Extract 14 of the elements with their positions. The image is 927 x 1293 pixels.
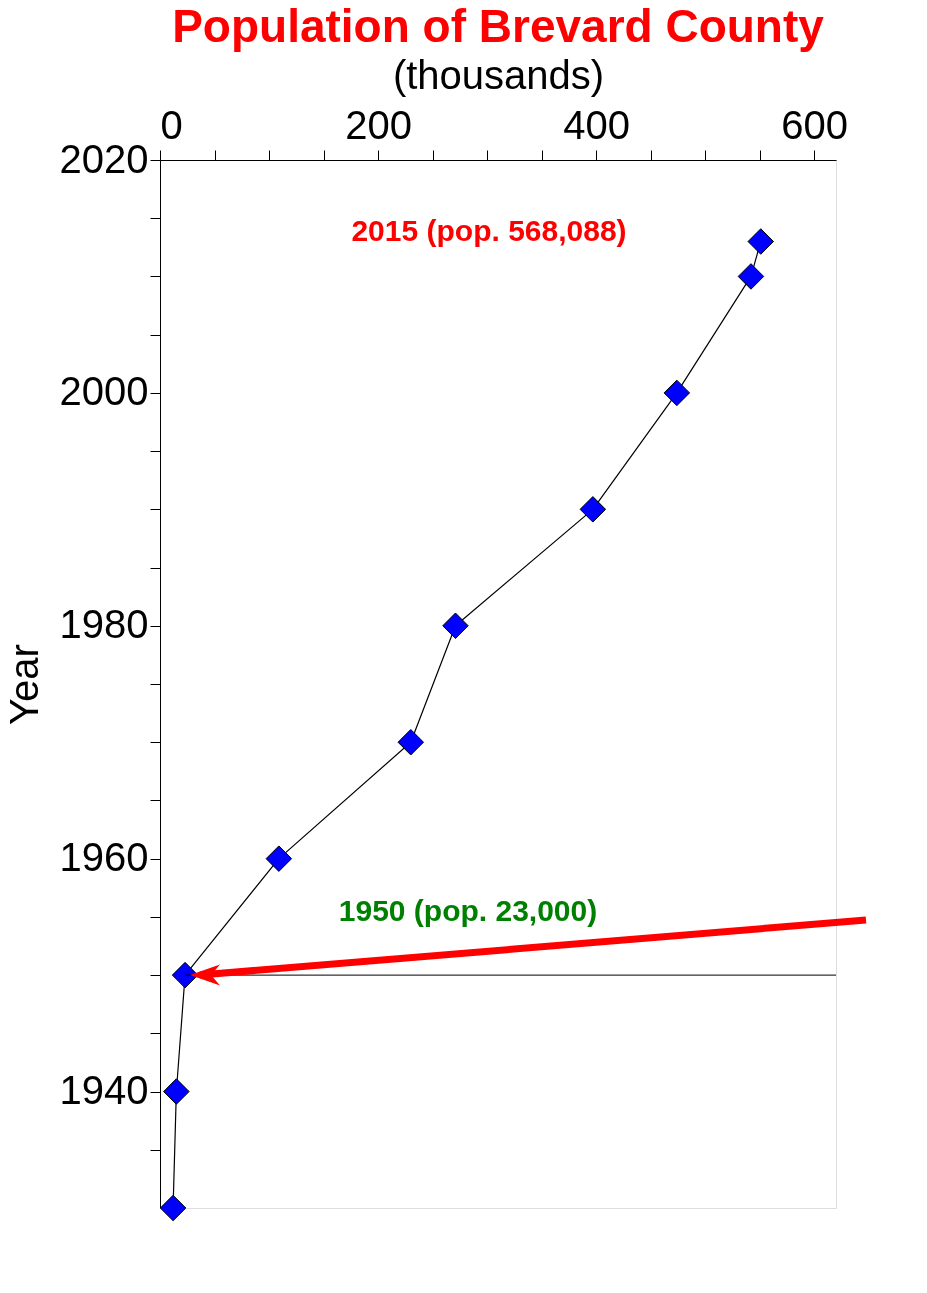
x-tick-label: 200 [345, 102, 412, 147]
annotation: 1950 (pop. 23,000) [338, 894, 598, 927]
x-tick-label: 400 [563, 102, 630, 147]
chart-title: Population of Brevard County [172, 0, 825, 52]
x-axis-title: (thousands) [392, 52, 605, 97]
annotation: 2015 (pop. 568,088) [351, 214, 627, 247]
y-tick-label: 1940 [59, 1068, 149, 1113]
y-tick-label: 1960 [59, 835, 149, 880]
y-tick-label: 1980 [59, 602, 149, 647]
y-tick-label: 2020 [59, 136, 149, 181]
x-tick-label: 0 [160, 102, 183, 147]
x-tick-label: 600 [781, 102, 849, 147]
y-tick-label: 2000 [59, 369, 149, 414]
y-axis-title: Year [1, 644, 46, 725]
